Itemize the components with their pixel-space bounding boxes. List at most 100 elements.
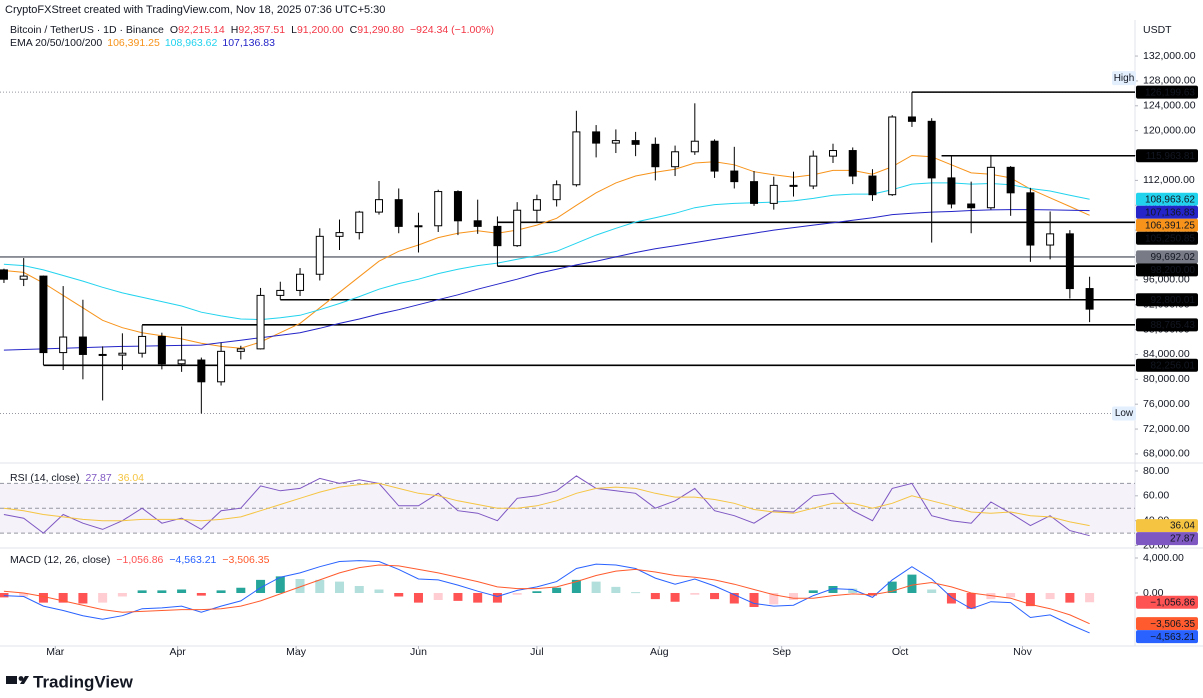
- histogram-bar: [1025, 592, 1035, 607]
- histogram-bar: [946, 592, 956, 604]
- ohlc-value: 91,290.80: [357, 24, 404, 36]
- histogram-bar: [117, 592, 127, 597]
- symbol-title: Bitcoin / TetherUS · 1D · Binance: [10, 24, 164, 36]
- candle-body: [848, 150, 857, 177]
- ema-legend: EMA 20/50/100/200 106,391.25 108,963.62 107…: [10, 37, 275, 49]
- x-tick-label: Apr: [169, 646, 186, 658]
- candle-body: [217, 350, 226, 383]
- price-badge-label: 92,800.01: [1151, 295, 1196, 306]
- candle-body: [947, 177, 956, 205]
- y-tick-label: 120,000.00: [1143, 124, 1196, 136]
- histogram-bar: [58, 592, 68, 603]
- price-badge-label: 107,136.83: [1145, 207, 1195, 218]
- histogram-bar: [1085, 592, 1095, 603]
- macd-value: −3,506.35: [222, 554, 269, 566]
- macd-line: [3, 564, 1090, 625]
- histogram-bar: [690, 592, 700, 595]
- x-tick-label: Oct: [892, 646, 908, 658]
- candle-body: [78, 336, 87, 355]
- price-badge: [1136, 630, 1198, 644]
- rsi-value: 27.87: [85, 472, 111, 484]
- ohlc-value: 92,357.51: [238, 24, 285, 36]
- histogram-bar: [137, 590, 147, 593]
- histogram-bar: [236, 587, 246, 593]
- histogram-bar: [256, 579, 266, 593]
- histogram-bar: [177, 589, 187, 593]
- y-tick-label: 128,000.00: [1143, 75, 1196, 87]
- price-badge-label: 27.87: [1170, 534, 1195, 545]
- x-tick-label: Sep: [772, 646, 791, 658]
- price-badge: [1136, 318, 1198, 332]
- price-badge: [1136, 231, 1198, 245]
- histogram-bar: [552, 587, 562, 593]
- candle-body: [750, 181, 759, 204]
- y-tick-label: 124,000.00: [1143, 100, 1196, 112]
- candle-body: [611, 140, 620, 144]
- ohlc-key: O: [170, 24, 178, 36]
- price-badge: [1136, 617, 1198, 631]
- candle-body: [236, 348, 245, 352]
- price-badge-label: 126,199.63: [1145, 87, 1195, 98]
- histogram-bar: [749, 592, 759, 607]
- histogram-bar: [78, 592, 88, 604]
- histogram-bar: [275, 576, 285, 593]
- histogram-bar: [532, 591, 542, 593]
- y-tick-label: 96,000.00: [1143, 274, 1190, 286]
- price-badge: [1136, 293, 1198, 307]
- y-tick-label: 80.00: [1143, 465, 1169, 477]
- x-tick-label: Jun: [410, 646, 427, 658]
- candle-body: [39, 275, 48, 354]
- candle-body: [789, 184, 798, 187]
- candle-body: [967, 203, 976, 209]
- price-badge: [1136, 250, 1198, 264]
- price-badge: [1136, 218, 1198, 232]
- histogram-bar: [98, 592, 108, 603]
- y-tick-label: 84,000.00: [1143, 348, 1190, 360]
- y-tick-label: 112,000.00: [1143, 174, 1195, 186]
- ema-value: 106,391.25: [107, 37, 160, 49]
- candle-body: [572, 131, 581, 186]
- price-badge-label: 115,963.81: [1146, 151, 1196, 162]
- ema-line: [3, 182, 1090, 321]
- candle-body: [513, 209, 522, 247]
- price-badge: [1136, 85, 1198, 99]
- histogram-bar: [966, 592, 976, 609]
- candle-body: [98, 353, 107, 356]
- ema-line: [3, 209, 1090, 351]
- ohlc-key: L: [291, 24, 297, 36]
- y-tick-label: 76,000.00: [1143, 398, 1190, 410]
- histogram-bar: [769, 592, 779, 605]
- ema-value: 108,963.62: [165, 37, 218, 49]
- histogram-bar: [433, 592, 443, 600]
- brand: TradingView: [33, 672, 134, 691]
- candle-body: [157, 335, 166, 365]
- candle-body: [374, 199, 383, 213]
- histogram-bar: [650, 592, 660, 600]
- candle-body: [907, 116, 916, 122]
- candle-body: [59, 336, 68, 354]
- candle-body: [888, 116, 897, 196]
- tradingview-logo: [6, 676, 29, 684]
- rsi-value: 36.04: [118, 472, 144, 484]
- histogram-bar: [571, 579, 581, 593]
- candle-body: [1065, 233, 1074, 290]
- extreme-badge: [1112, 406, 1136, 421]
- y-tick-label: 4,000.00: [1143, 552, 1184, 564]
- candle-body: [927, 120, 936, 179]
- candle-body: [730, 170, 739, 183]
- histogram-bar: [670, 592, 680, 602]
- y-tick-label: 68,000.00: [1143, 448, 1190, 460]
- histogram-bar: [512, 592, 522, 595]
- price-badge-label: −3,506.35: [1150, 619, 1195, 630]
- candle-body: [276, 289, 285, 296]
- price-unit: USDT: [1143, 24, 1172, 36]
- macd-title: MACD (12, 26, close): [10, 554, 110, 566]
- price-badge: [1136, 532, 1198, 546]
- candle-body: [138, 335, 147, 354]
- candle-body: [414, 225, 423, 228]
- price-badge-label: 88,765.43: [1151, 320, 1196, 331]
- price-badge: [1136, 519, 1198, 533]
- histogram-bar: [335, 581, 345, 593]
